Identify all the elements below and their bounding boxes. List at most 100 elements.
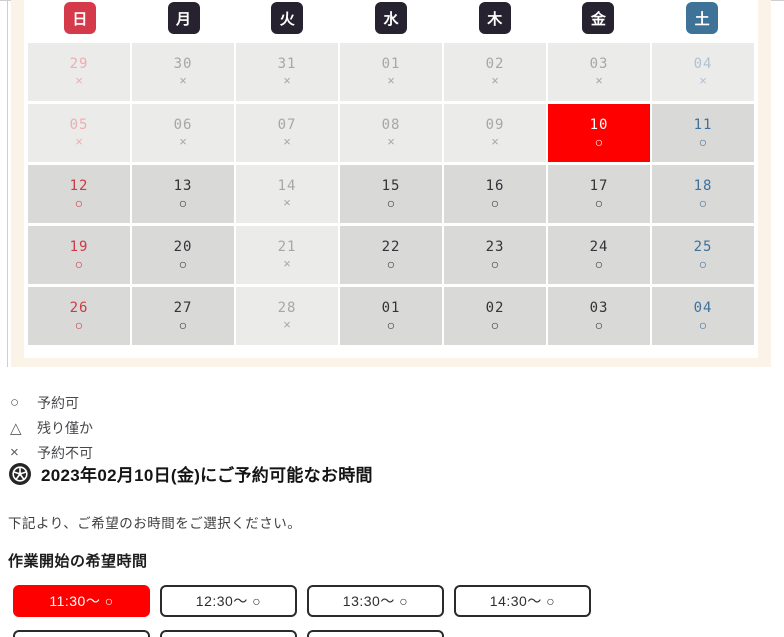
cell-date: 16 (485, 177, 505, 194)
calendar-cell-23[interactable]: 23 ○ (444, 226, 546, 284)
cell-date: 29 (69, 56, 89, 72)
calendar-cell-19[interactable]: 19 ○ (28, 226, 130, 284)
calendar-cell-01[interactable]: 01 ○ (340, 287, 442, 345)
cell-status-symbol: ○ (698, 316, 708, 333)
calendar-grid: 29 × 30 × 31 × 01 × 02 × 03 × 04 × 05 × 06 × 07 × 08 × 09 × 10 ○ 1… (28, 43, 754, 345)
cell-status-symbol: × (283, 256, 291, 271)
cell-date: 02 (485, 56, 505, 72)
time-slot-partial[interactable] (13, 630, 150, 637)
cell-status-symbol: × (75, 73, 83, 88)
day-of-week-row: 日月火水木金土 (24, 0, 758, 34)
calendar-cell-03[interactable]: 03 ○ (548, 287, 650, 345)
cell-status-symbol: × (179, 134, 187, 149)
cell-date: 13 (173, 177, 193, 194)
cell-status-symbol: × (75, 134, 83, 149)
cell-date: 15 (381, 177, 401, 194)
time-slot-12-30[interactable]: 12:30〜 ○ (160, 585, 297, 617)
cell-date: 26 (69, 299, 89, 316)
day-header-火: 火 (271, 2, 304, 34)
calendar-cell-25[interactable]: 25 ○ (652, 226, 754, 284)
cell-date: 05 (69, 117, 89, 133)
cell-status-symbol: × (491, 73, 499, 88)
cell-status-symbol: ○ (490, 255, 500, 272)
cell-date: 09 (485, 117, 505, 133)
time-slot-partial[interactable] (307, 630, 444, 637)
legend-item: × 予約不可 (10, 440, 93, 465)
cell-status-symbol: ○ (386, 194, 396, 211)
calendar-cell-04: 04 × (652, 43, 754, 101)
calendar-cell-21: 21 × (236, 226, 338, 284)
calendar-cell-16[interactable]: 16 ○ (444, 165, 546, 223)
cell-status-symbol: ○ (386, 316, 396, 333)
time-slot-13-30[interactable]: 13:30〜 ○ (307, 585, 444, 617)
cell-date: 31 (277, 56, 297, 72)
cell-status-symbol: × (283, 195, 291, 210)
time-select-instruction: 下記より、ご希望のお時間をご選択ください。 (8, 516, 302, 531)
cell-date: 03 (589, 56, 609, 72)
cell-status-symbol: ○ (490, 316, 500, 333)
cell-status-symbol: × (595, 73, 603, 88)
calendar-cell-27[interactable]: 27 ○ (132, 287, 234, 345)
calendar-cell-22[interactable]: 22 ○ (340, 226, 442, 284)
calendar-cell-18[interactable]: 18 ○ (652, 165, 754, 223)
calendar-cell-09: 09 × (444, 104, 546, 162)
calendar-cell-12[interactable]: 12 ○ (28, 165, 130, 223)
calendar-cell-29: 29 × (28, 43, 130, 101)
cell-status-symbol: ○ (178, 316, 188, 333)
cell-status-symbol: ○ (594, 255, 604, 272)
cell-date: 22 (381, 238, 401, 255)
calendar-cell-24[interactable]: 24 ○ (548, 226, 650, 284)
calendar-cell-03: 03 × (548, 43, 650, 101)
day-header-月: 月 (167, 2, 200, 34)
cell-status-symbol: × (283, 73, 291, 88)
calendar-cell-10[interactable]: 10 ○ (548, 104, 650, 162)
cell-status-symbol: × (179, 73, 187, 88)
cell-status-symbol: ○ (178, 194, 188, 211)
legend-symbol: ○ (10, 394, 20, 411)
calendar-cell-15[interactable]: 15 ○ (340, 165, 442, 223)
legend-item: △ 残り僅か (10, 415, 93, 440)
calendar-cell-01: 01 × (340, 43, 442, 101)
calendar-cell-28: 28 × (236, 287, 338, 345)
cell-date: 03 (589, 299, 609, 316)
cell-date: 11 (693, 116, 713, 133)
cell-status-symbol: ○ (594, 194, 604, 211)
cell-date: 01 (381, 299, 401, 316)
legend-label: 残り僅か (37, 419, 93, 436)
available-times-title: 2023年02月10日(金)にご予約可能なお時間 (41, 466, 373, 485)
calendar-widget: 日月火水木金土 29 × 30 × 31 × 01 × 02 × 03 × 04 × 05 × 06 × 07 × 08… (11, 0, 771, 367)
calendar-cell-26[interactable]: 26 ○ (28, 287, 130, 345)
calendar-cell-08: 08 × (340, 104, 442, 162)
cell-status-symbol: × (491, 134, 499, 149)
time-slot-row-2 (13, 630, 444, 637)
time-slot-row-1: 11:30〜 ○ 12:30〜 ○ 13:30〜 ○ 14:30〜 ○ (13, 585, 591, 617)
calendar-cell-02[interactable]: 02 ○ (444, 287, 546, 345)
cell-status-symbol: ○ (698, 133, 708, 150)
legend-label: 予約不可 (37, 444, 93, 461)
cell-status-symbol: × (283, 317, 291, 332)
calendar-cell-13[interactable]: 13 ○ (132, 165, 234, 223)
time-slot-14-30[interactable]: 14:30〜 ○ (454, 585, 591, 617)
cell-status-symbol: ○ (594, 133, 604, 150)
calendar-cell-06: 06 × (132, 104, 234, 162)
calendar-cell-20[interactable]: 20 ○ (132, 226, 234, 284)
time-slot-11-30[interactable]: 11:30〜 ○ (13, 585, 150, 617)
cell-status-symbol: ○ (74, 316, 84, 333)
calendar-cell-04[interactable]: 04 ○ (652, 287, 754, 345)
availability-legend: ○ 予約可 △ 残り僅か × 予約不可 (10, 390, 93, 465)
cell-status-symbol: × (387, 73, 395, 88)
calendar-cell-17[interactable]: 17 ○ (548, 165, 650, 223)
cell-status-symbol: × (387, 134, 395, 149)
cell-date: 17 (589, 177, 609, 194)
day-header-日: 日 (63, 2, 96, 34)
time-slot-partial[interactable] (160, 630, 297, 637)
calendar-cell-31: 31 × (236, 43, 338, 101)
available-times-heading: 2023年02月10日(金)にご予約可能なお時間 (8, 461, 373, 486)
calendar-cell-11[interactable]: 11 ○ (652, 104, 754, 162)
cell-date: 28 (277, 300, 297, 316)
cell-status-symbol: ○ (386, 255, 396, 272)
cell-date: 18 (693, 177, 713, 194)
calendar-cell-05: 05 × (28, 104, 130, 162)
legend-item: ○ 予約可 (10, 390, 93, 415)
cell-date: 30 (173, 56, 193, 72)
